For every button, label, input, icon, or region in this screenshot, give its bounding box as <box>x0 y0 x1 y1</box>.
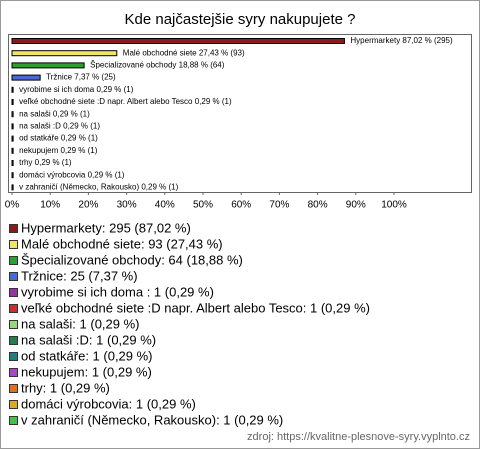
legend-label: na salaši :D: 1 (0,29 %) <box>21 332 156 347</box>
bar-label: domáci výrobcovia 0,29 % (1) <box>19 170 125 179</box>
x-tick-label: 20% <box>78 200 98 211</box>
bar-label: Špecializované obchody 18,88 % (64) <box>90 61 225 70</box>
bar-label: Malé obchodné siete 27,43 % (93) <box>123 48 245 57</box>
x-tick-label: 60% <box>231 200 251 211</box>
bar-label: Tržnice 7,37 % (25) <box>46 73 116 82</box>
legend-swatch <box>9 272 18 281</box>
bar <box>11 160 14 166</box>
bar-label: nekupujem 0,29 % (1) <box>19 146 98 155</box>
legend-swatch <box>9 384 18 393</box>
legend-label: Malé obchodné siete: 93 (27,43 %) <box>21 236 223 251</box>
x-tick-label: 40% <box>155 200 175 211</box>
bar <box>11 50 118 57</box>
bar <box>11 99 14 105</box>
legend-label: od statkáře: 1 (0,29 %) <box>21 348 153 363</box>
legend-swatch <box>9 304 18 313</box>
bar <box>11 38 345 44</box>
x-tick-label: 90% <box>346 200 366 211</box>
bar-label: na salaši 0,29 % (1) <box>19 109 90 118</box>
legend-swatch <box>9 416 18 425</box>
legend-swatch <box>9 256 18 265</box>
legend-label: vyrobime si ich doma : 1 (0,29 %) <box>21 284 214 299</box>
legend-label: trhy: 1 (0,29 %) <box>21 380 110 395</box>
legend-label: veľké obchodné siete :D napr. Albert ale… <box>21 300 370 315</box>
legend-label: na salaši: 1 (0,29 %) <box>21 316 140 331</box>
x-tick-label: 10% <box>40 200 60 211</box>
legend-swatch <box>9 400 18 409</box>
legend-swatch <box>9 288 18 297</box>
bar <box>11 74 41 81</box>
bar <box>11 135 14 142</box>
x-tick-label: 80% <box>308 200 328 211</box>
bar <box>11 184 14 191</box>
bar-label: v zahraničí (Německo, Rakousko) 0,29 % (… <box>19 183 179 192</box>
legend-label: Špecializované obchody: 64 (18,88 %) <box>21 252 243 267</box>
legend-swatch <box>9 368 18 377</box>
bar <box>11 123 14 130</box>
bar <box>11 147 14 154</box>
legend-label: Tržnice: 25 (7,37 %) <box>21 268 138 283</box>
legend-label: domáci výrobcovia: 1 (0,29 %) <box>21 396 196 411</box>
bar <box>11 86 14 93</box>
x-tick-label: 70% <box>269 200 289 211</box>
bar-label: na salaši :D 0,29 % (1) <box>19 122 100 131</box>
source: zdroj: https://kvalitne-plesnove-syry.vy… <box>247 431 470 443</box>
bar <box>11 172 14 179</box>
bar-label: trhy 0,29 % (1) <box>19 158 72 167</box>
legend-swatch <box>9 224 18 233</box>
bar <box>11 111 14 118</box>
x-tick-label: 30% <box>117 200 137 211</box>
legend-swatch <box>9 240 18 249</box>
x-tick-label: 0% <box>5 200 20 211</box>
bar-label: Hypermarkety 87,02 % (295) <box>350 36 453 45</box>
chart-title: Kde najčastejšie syry nakupujete ? <box>125 11 356 28</box>
legend-label: Hypermarkety: 295 (87,02 %) <box>21 220 191 235</box>
bar <box>11 62 85 69</box>
legend-swatch <box>9 320 18 329</box>
bar-label: od statkáře 0,29 % (1) <box>19 134 98 143</box>
x-tick-label: 50% <box>193 200 213 211</box>
legend-swatch <box>9 352 18 361</box>
legend-swatch <box>9 336 18 345</box>
bar-label: vyrobime si ich doma 0,29 % (1) <box>19 85 134 94</box>
x-tick-label: 100% <box>381 200 407 211</box>
bar-label: veľké obchodné siete :D napr. Albert ale… <box>19 97 232 106</box>
legend-label: v zahraničí (Německo, Rakousko): 1 (0,29… <box>21 412 283 427</box>
plot-area <box>8 34 472 193</box>
legend-label: nekupujem: 1 (0,29 %) <box>21 364 152 379</box>
